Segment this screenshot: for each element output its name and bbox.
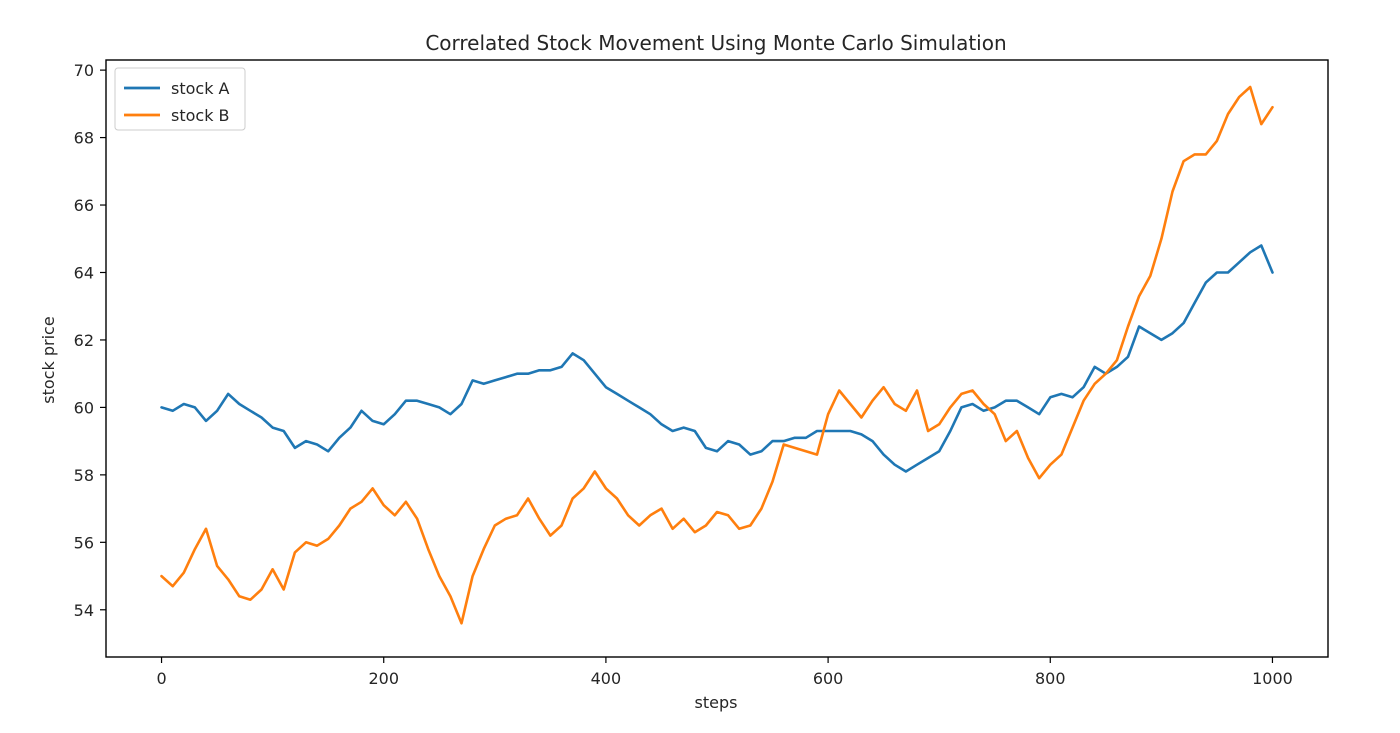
y-tick-label: 62 <box>74 331 94 350</box>
y-tick-label: 64 <box>74 263 94 282</box>
stock-a-line <box>160 244 1274 473</box>
y-axis: 54 56 58 60 62 64 66 68 70 <box>74 61 106 620</box>
x-tick-label: 800 <box>1035 669 1066 688</box>
x-tick-label: 200 <box>368 669 399 688</box>
y-tick-label: 66 <box>74 196 94 215</box>
series-layer <box>160 85 1274 625</box>
y-tick-label: 60 <box>74 398 94 417</box>
y-tick-label: 70 <box>74 61 94 80</box>
legend-label-stock-b: stock B <box>171 106 230 125</box>
legend: stock A stock B <box>114 67 246 131</box>
x-tick-label: 400 <box>591 669 622 688</box>
x-axis: 0 200 400 600 800 1000 <box>156 657 1293 688</box>
x-tick-label: 1000 <box>1252 669 1293 688</box>
x-tick-label: 600 <box>813 669 844 688</box>
x-tick-label: 0 <box>156 669 166 688</box>
y-tick-label: 54 <box>74 601 94 620</box>
y-tick-label: 68 <box>74 129 94 148</box>
chart-title: Correlated Stock Movement Using Monte Ca… <box>425 31 1006 55</box>
stock-b-line <box>160 85 1274 625</box>
y-tick-label: 58 <box>74 466 94 485</box>
y-tick-label: 56 <box>74 533 94 552</box>
y-axis-label: stock price <box>39 316 58 403</box>
x-axis-label: steps <box>695 693 738 712</box>
plot-area-frame <box>105 59 1329 658</box>
legend-label-stock-a: stock A <box>171 79 230 98</box>
